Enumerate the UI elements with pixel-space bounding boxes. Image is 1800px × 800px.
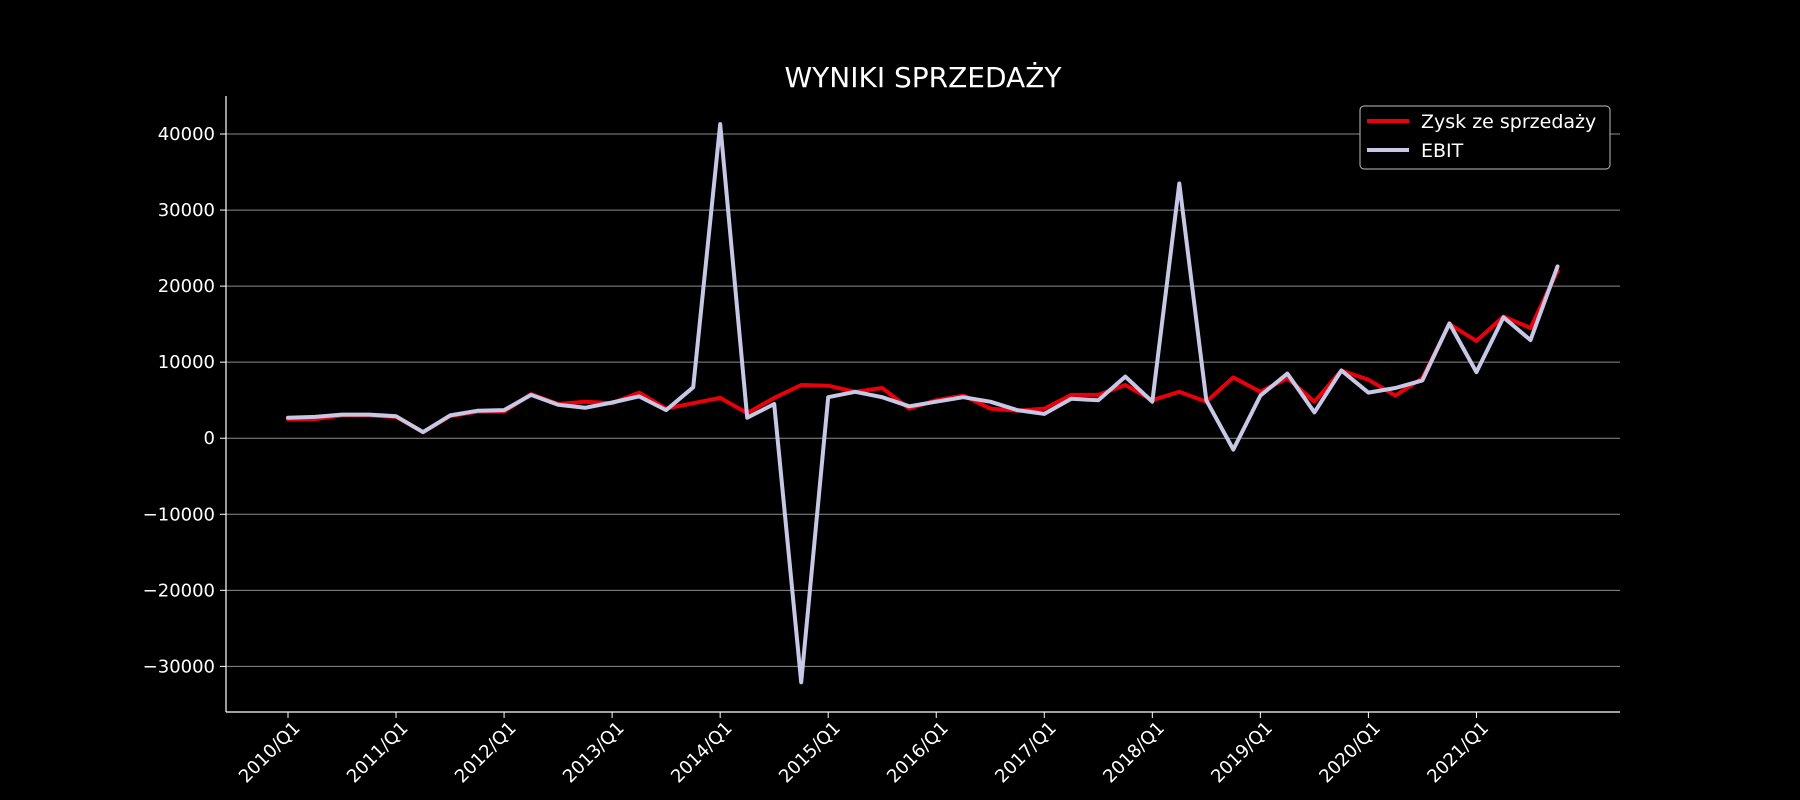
x-tick-label: 2010/Q1 xyxy=(235,718,305,788)
legend-box xyxy=(1359,105,1611,170)
x-tick-label: 2014/Q1 xyxy=(667,718,737,788)
y-tick-label: −30000 xyxy=(143,656,215,677)
x-tick-label: 2013/Q1 xyxy=(559,718,629,788)
x-tick-label: 2019/Q1 xyxy=(1207,718,1277,788)
series-layer xyxy=(286,122,1560,685)
legend: Zysk ze sprzedaży EBIT xyxy=(1359,105,1611,170)
x-tick-label: 2018/Q1 xyxy=(1099,718,1169,788)
y-tick-label: −20000 xyxy=(143,580,215,601)
y-tick-label: −10000 xyxy=(143,504,215,525)
y-tick-label: 40000 xyxy=(158,124,215,145)
legend-label-zysk: Zysk ze sprzedaży xyxy=(1421,111,1596,133)
x-tick-label: 2021/Q1 xyxy=(1423,718,1493,788)
series-line-zysk xyxy=(286,268,1560,435)
series-line-ebit xyxy=(286,122,1560,685)
y-tick-label: 10000 xyxy=(158,352,215,373)
x-tick-label: 2011/Q1 xyxy=(343,718,413,788)
y-tick-label: 20000 xyxy=(158,276,215,297)
legend-label-ebit: EBIT xyxy=(1421,140,1464,162)
x-tick-label: 2012/Q1 xyxy=(451,718,521,788)
chart-title: WYNIKI SPRZEDAŻY xyxy=(784,61,1062,94)
grid-layer xyxy=(226,133,1620,667)
axes-layer: −30000 −20000 −10000 0 10000 20000 30000 40000 2… xyxy=(143,96,1620,787)
x-tick-label: 2017/Q1 xyxy=(991,718,1061,788)
x-tick-label: 2016/Q1 xyxy=(883,718,953,788)
x-tick-label: 2020/Q1 xyxy=(1315,718,1385,788)
y-tick-label: 30000 xyxy=(158,200,215,221)
x-tick-label: 2015/Q1 xyxy=(775,718,845,788)
y-tick-label: 0 xyxy=(204,428,215,449)
